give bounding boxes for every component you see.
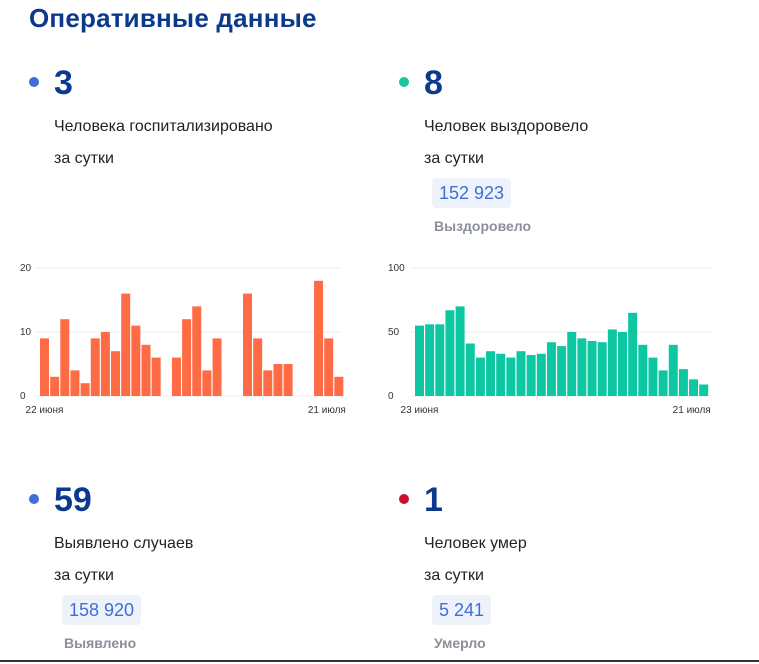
hospitalized-label-line1: Человека госпитализировано [54, 118, 273, 135]
hospitalized-chart-bar [334, 376, 344, 396]
cases-total-caption: Выявлено [64, 635, 137, 651]
recovered-chart-bar [536, 353, 546, 396]
recovered-chart-bar [516, 351, 526, 396]
recovered-chart-bar [638, 344, 648, 396]
deaths-dot [399, 494, 409, 504]
recovered-chart-bar [465, 343, 475, 396]
hospitalized-chart-bar [171, 357, 181, 396]
recovered-value: 8 [424, 64, 443, 102]
recovered-chart-bar [668, 344, 678, 396]
recovered-chart-x-start-label: 23 июня [401, 405, 439, 416]
hospitalized-chart-bar [253, 338, 263, 396]
recovered-chart-bar [658, 370, 668, 396]
page-title: Оперативные данные [29, 3, 317, 33]
recovered-chart-bar [689, 379, 699, 396]
hospitalized-dot [29, 77, 39, 87]
hospitalized-label: Человека госпитализировано за сутки [54, 111, 273, 175]
hospitalized-chart-bar [243, 293, 252, 396]
hospitalized-chart-x-end-label: 21 июля [308, 405, 346, 416]
recovered-chart-bar [699, 384, 709, 396]
cases-label: Выявлено случаев за сутки [54, 528, 193, 592]
deaths-total-caption: Умерло [434, 635, 486, 651]
recovered-chart-bar [678, 369, 688, 396]
recovered-label-line2: за сутки [424, 150, 484, 167]
recovered-chart-bar [577, 338, 587, 396]
recovered-total-badge: 152 923 [432, 178, 512, 208]
hospitalized-chart-bar [70, 370, 80, 396]
deaths-value: 1 [424, 481, 443, 519]
recovered-chart-x-end-label: 21 июля [673, 405, 711, 416]
cases-label-line1: Выявлено случаев [54, 535, 194, 552]
hospitalized-chart-y-tick-label: 10 [20, 327, 32, 338]
recovered-chart-bar [475, 357, 485, 396]
hospitalized-chart-bar [60, 319, 70, 396]
cases-value: 59 [54, 481, 92, 519]
recovered-chart-bar [526, 355, 536, 396]
recovered-chart-bar [415, 325, 424, 396]
hospitalized-chart-svg: 0 10 20 22 июня 21 июля [20, 263, 346, 416]
hospitalized-chart-bar [90, 338, 100, 396]
recovered-chart-bar [567, 332, 577, 396]
recovered-chart-bar [455, 306, 465, 396]
recovered-chart-bar [486, 351, 496, 396]
recovered-chart-bar [546, 342, 556, 396]
hospitalized-chart-bar [192, 306, 202, 396]
hospitalized-chart-bar [263, 370, 273, 396]
recovered-chart-bar [648, 357, 658, 396]
hospitalized-chart-bar [202, 370, 212, 396]
hospitalized-chart-bar [111, 351, 121, 396]
recovered-chart-bar [425, 324, 435, 396]
recovered-chart-y-tick-label: 0 [388, 391, 394, 402]
deaths-total-badge: 5 241 [432, 595, 492, 625]
hospitalized-chart-bar [141, 344, 151, 396]
hospitalized-chart-bar [283, 364, 293, 396]
hospitalized-chart-x-start-label: 22 июня [26, 405, 64, 416]
hospitalized-chart-bar [182, 319, 192, 396]
hospitalized-chart-bar [40, 338, 49, 396]
recovered-chart-bar [496, 353, 506, 396]
recovered-chart-y-tick-label: 100 [388, 263, 405, 274]
recovered-chart-bar [435, 324, 445, 396]
hospitalized-chart-bar [100, 332, 110, 396]
recovered-total-caption: Выздоровело [434, 218, 532, 234]
cases-total-badge: 158 920 [62, 595, 142, 625]
recovered-chart-bar [587, 340, 597, 396]
deaths-label-line1: Человек умер [424, 535, 527, 552]
recovered-chart-bar [557, 346, 567, 396]
hospitalized-chart-bar [121, 293, 131, 396]
hospitalized-chart-bar [273, 364, 283, 396]
recovered-chart-bar [628, 312, 638, 396]
hospitalized-chart-bar [151, 357, 161, 396]
hospitalized-chart-bar [50, 376, 60, 396]
recovered-dot [399, 77, 409, 87]
hospitalized-label-line2: за сутки [54, 150, 114, 167]
recovered-chart-svg: 0 50 100 23 июня 21 июля [388, 263, 712, 416]
deaths-label: Человек умер за сутки [424, 528, 527, 592]
hospitalized-chart-y-tick-label: 20 [20, 263, 32, 274]
hospitalized-chart-bar [131, 325, 141, 396]
hospitalized-chart-bar [314, 280, 324, 396]
recovered-chart-bar [618, 332, 627, 396]
recovered-label-line1: Человек выздоровело [424, 118, 589, 135]
recovered-chart-bar [597, 342, 607, 396]
recovered-chart-bar [445, 310, 455, 396]
hospitalized-chart-bar [80, 383, 90, 396]
recovered-chart-y-tick-label: 50 [388, 327, 400, 338]
hospitalized-chart-bar [324, 338, 334, 396]
recovered-chart-bar [506, 357, 516, 396]
recovered-chart-bar [607, 329, 617, 396]
recovered-chart: 0 50 100 23 июня 21 июля [380, 258, 740, 428]
hospitalized-value: 3 [54, 64, 73, 102]
hospitalized-chart-bar [212, 338, 222, 396]
cases-label-line2: за сутки [54, 567, 114, 584]
deaths-label-line2: за сутки [424, 567, 484, 584]
bottom-divider [0, 660, 759, 662]
recovered-label: Человек выздоровело за сутки [424, 111, 588, 175]
cases-dot [29, 494, 39, 504]
hospitalized-chart-y-tick-label: 0 [20, 391, 26, 402]
hospitalized-chart: 0 10 20 22 июня 21 июля [10, 258, 350, 428]
